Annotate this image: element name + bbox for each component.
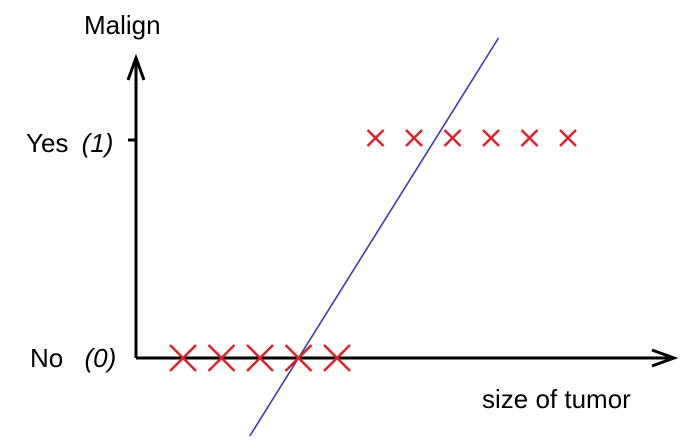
- x-marker-no: [169, 344, 197, 372]
- data-points: [169, 129, 577, 372]
- x-marker-stroke: [246, 344, 274, 372]
- x-marker-yes: [559, 129, 577, 147]
- x-marker-stroke: [207, 344, 236, 372]
- x-marker-yes: [520, 129, 539, 147]
- x-axis-arrow: [651, 348, 679, 368]
- y-tick-no: No (0): [30, 345, 116, 371]
- x-marker-stroke: [482, 129, 500, 147]
- y-tick-yes-value: (1): [81, 128, 114, 158]
- fit-line-group: [249, 37, 500, 437]
- x-marker-yes: [366, 129, 385, 147]
- y-tick-yes: Yes (1): [26, 130, 113, 156]
- x-marker-stroke: [284, 344, 313, 372]
- x-marker-stroke: [169, 344, 197, 372]
- y-tick-no-text: No: [30, 343, 64, 373]
- fit-line: [249, 37, 500, 437]
- y-tick-no-value: (0): [84, 343, 117, 373]
- x-marker-stroke: [443, 129, 462, 147]
- x-marker-no: [207, 344, 236, 372]
- x-marker-stroke: [323, 344, 351, 372]
- x-marker-yes: [482, 129, 500, 147]
- y-tick-yes-text: Yes: [26, 128, 69, 158]
- axes: [126, 53, 679, 368]
- x-marker-yes: [443, 129, 462, 147]
- x-axis-title: size of tumor: [482, 384, 631, 414]
- x-marker-no: [284, 344, 313, 372]
- y-axis-arrow: [126, 53, 146, 81]
- x-marker-no: [323, 344, 351, 372]
- x-marker-stroke: [559, 129, 577, 147]
- x-marker-stroke: [520, 129, 539, 147]
- x-marker-stroke: [366, 129, 385, 147]
- x-marker-stroke: [405, 129, 423, 147]
- y-axis-title: Malign: [84, 10, 161, 40]
- x-marker-no: [246, 344, 274, 372]
- x-marker-yes: [405, 129, 423, 147]
